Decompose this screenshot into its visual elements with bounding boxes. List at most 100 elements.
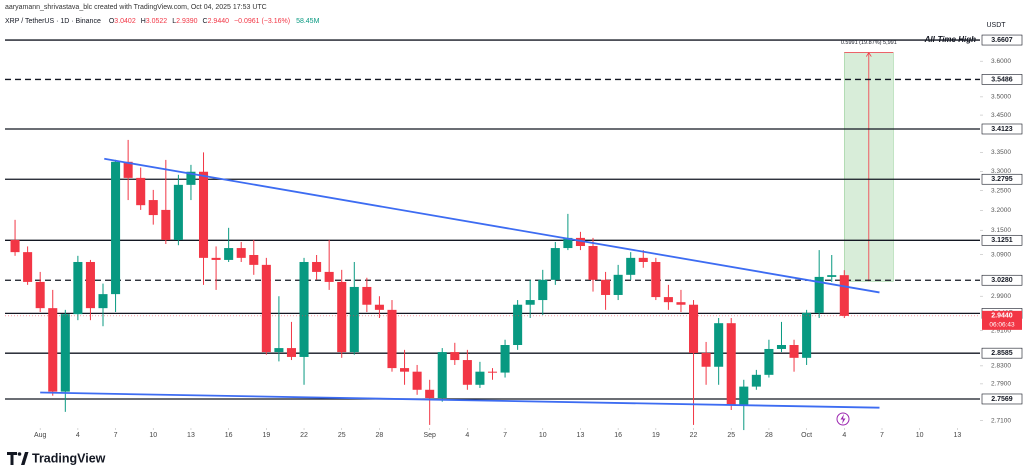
y-tick-label: 3.2500	[991, 187, 1011, 194]
ohlc-value: 2.9440	[208, 18, 230, 25]
x-tick-label: 10	[916, 432, 924, 439]
candle-body	[286, 348, 296, 357]
x-tick-label: 22	[300, 432, 308, 439]
x-tick-label: 28	[765, 432, 773, 439]
ohlc-key: C	[203, 18, 208, 25]
ohlc-value: 3.0402	[114, 18, 136, 25]
candle-body	[324, 271, 334, 282]
candle-body	[500, 345, 510, 373]
logo-v	[21, 452, 29, 465]
x-tick-label: 19	[262, 432, 270, 439]
candle-body	[374, 304, 384, 310]
candle-body	[387, 309, 397, 369]
candle-body	[613, 274, 623, 295]
x-tick-label: Aug	[34, 432, 47, 439]
candle-body	[274, 348, 284, 353]
level-label-box	[981, 74, 1023, 85]
candle-body	[462, 360, 472, 385]
candle-body	[776, 345, 787, 349]
ohlc-key: O	[109, 18, 115, 25]
level-label: 3.0280	[991, 277, 1013, 284]
x-tick-label: 16	[225, 432, 233, 439]
measure-label: 0.5991 (19.87%) 5,991	[841, 40, 897, 46]
y-tick-label: 3.4500	[991, 112, 1011, 119]
y-tick-label: 3.3000	[991, 168, 1011, 175]
candle-body	[173, 184, 183, 240]
candle-body	[400, 368, 410, 372]
x-tick-label: 4	[842, 432, 846, 439]
y-tick-label: 2.7100	[991, 417, 1011, 424]
level-label-box	[981, 123, 1023, 135]
symbol-header: XRP / TetherUS · 1D · Binance O3.0402 H3.0…	[5, 18, 320, 25]
x-tick-label: 7	[880, 432, 884, 439]
candle-body	[827, 275, 837, 277]
candle-body	[73, 261, 83, 315]
footer-logo: TradingView	[7, 451, 106, 465]
candle-body	[689, 304, 699, 353]
candle-body	[123, 161, 133, 178]
y-tick-label: 3.0900	[991, 251, 1011, 258]
candle-body	[299, 261, 309, 357]
x-tick-label: 10	[149, 432, 157, 439]
candle-body	[312, 261, 322, 272]
ohlc-key: H	[141, 18, 146, 25]
candle-body	[337, 281, 347, 353]
candle-body	[538, 279, 548, 301]
x-tick-label: 28	[376, 432, 384, 439]
candle-body	[161, 209, 171, 240]
level-label-box	[981, 347, 1023, 359]
y-tick-label: 3.2000	[991, 207, 1011, 214]
y-tick-label: 3.3500	[991, 149, 1011, 156]
candle-body	[60, 314, 70, 392]
candle-body	[550, 248, 560, 280]
x-tick-label: 13	[187, 432, 195, 439]
candle-body	[714, 323, 724, 367]
candle-body	[23, 252, 33, 282]
x-tick-label: 7	[503, 432, 507, 439]
level-label-box	[981, 393, 1023, 405]
x-tick-label: 13	[577, 432, 585, 439]
x-tick-label: 22	[690, 432, 698, 439]
brand: TradingView	[32, 451, 106, 465]
candle-body	[48, 308, 58, 392]
candle-body	[651, 261, 661, 298]
candle-body	[211, 257, 221, 260]
candle-body	[349, 286, 359, 353]
x-tick-label: 10	[539, 432, 547, 439]
candle-body	[224, 248, 234, 260]
candle-body	[249, 254, 259, 265]
currency: USDT	[986, 22, 1006, 29]
level-label: 3.1251	[991, 237, 1013, 244]
change: −0.0961 (−3.16%)	[234, 18, 290, 25]
candle-body	[764, 348, 774, 375]
last-price-box	[982, 310, 1022, 330]
level-label-box	[981, 173, 1023, 185]
candle-body	[839, 275, 849, 316]
symbol: XRP / TetherUS · 1D · Binance	[5, 18, 101, 25]
candle-body	[425, 389, 435, 399]
candle-body	[701, 352, 711, 367]
candle-body	[450, 352, 460, 361]
candle-body	[663, 297, 673, 303]
candle-body	[111, 161, 121, 295]
trendline	[40, 391, 880, 409]
candle-body	[601, 279, 611, 295]
candle-body	[136, 177, 146, 206]
ohlc-key: L	[172, 18, 176, 25]
icon-bolt	[840, 414, 846, 424]
level-label: 2.8585	[991, 350, 1013, 357]
candle-body	[588, 246, 598, 280]
candle-body	[475, 371, 485, 385]
candle-body	[35, 281, 45, 309]
level-label-box	[981, 234, 1023, 246]
candle-body	[575, 237, 585, 247]
level-label: 3.6607	[991, 37, 1013, 44]
candle-body	[739, 386, 749, 405]
x-tick-label: 4	[465, 432, 469, 439]
x-tick-label: 25	[338, 432, 346, 439]
x-tick-label: 16	[614, 432, 622, 439]
candle-body	[261, 264, 271, 353]
x-tick-label: 4	[76, 432, 80, 439]
